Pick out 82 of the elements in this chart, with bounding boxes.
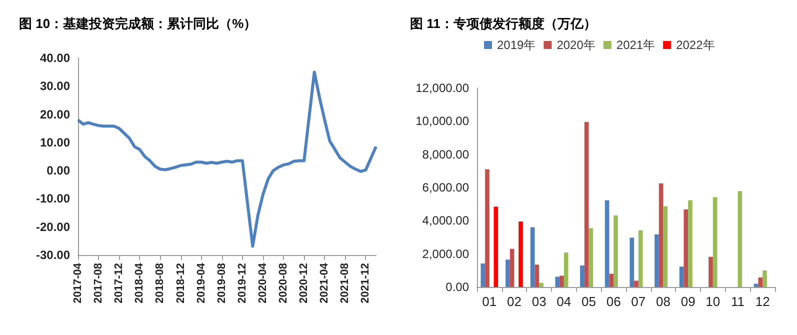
bar (762, 270, 767, 287)
bar (638, 230, 643, 287)
x-tick-label: 12 (755, 294, 770, 309)
bar (658, 183, 664, 287)
y-tick-label: 30.00 (40, 79, 70, 94)
y-tick-label: -20.00 (36, 220, 70, 234)
bar (534, 264, 540, 287)
x-tick-label: 2019-12 (236, 263, 248, 304)
x-tick-label: 2020-04 (256, 262, 269, 304)
bar (555, 276, 560, 287)
bar (560, 276, 564, 287)
bar (663, 206, 668, 287)
x-tick-label: 11 (731, 294, 744, 309)
bar (510, 248, 514, 287)
x-tick-label: 02 (507, 294, 522, 309)
x-tick-label: 2017-08 (92, 263, 105, 304)
x-tick-label: 04 (556, 294, 572, 309)
bar (738, 191, 742, 287)
bar (684, 209, 688, 287)
bar (506, 260, 510, 287)
y-tick-label: 2,000.00 (422, 246, 470, 261)
x-tick-label: 2017-12 (113, 263, 126, 304)
x-tick-label: 08 (656, 294, 670, 309)
y-tick-label: 40.00 (40, 51, 70, 65)
bar (630, 238, 634, 287)
legend-label: 2021年 (616, 38, 656, 52)
x-tick-label: 2021-08 (339, 263, 352, 304)
y-tick-label: 10.00 (40, 135, 70, 150)
y-tick-label: 6,000.00 (422, 180, 470, 194)
y-tick-label: 12,000.00 (416, 81, 470, 95)
x-tick-label: 06 (606, 294, 621, 309)
x-tick-label: 2017-04 (72, 262, 84, 304)
y-tick-label: 10,000.00 (416, 114, 470, 128)
y-tick-label: 4,000.00 (422, 214, 470, 228)
x-tick-label: 2018-08 (154, 263, 166, 304)
bar (588, 228, 594, 287)
bar (708, 256, 713, 287)
x-tick-label: 05 (582, 294, 596, 309)
y-tick-label: 0.00 (46, 164, 70, 178)
bar (494, 206, 498, 287)
x-tick-label: 07 (631, 294, 646, 309)
bar (584, 122, 589, 287)
x-tick-label: 03 (532, 294, 546, 309)
x-tick-label: 09 (680, 294, 696, 309)
x-tick-label: 2020-12 (298, 263, 310, 304)
x-tick-label: 2019-08 (216, 263, 228, 304)
bar (485, 169, 490, 287)
y-tick-label: -30.00 (36, 248, 70, 262)
x-tick-label: 2018-04 (134, 262, 146, 304)
bar (480, 263, 486, 287)
bar (688, 200, 692, 287)
bar (604, 200, 610, 287)
x-tick-label: 2021-12 (360, 263, 372, 304)
bar (614, 215, 618, 287)
y-tick-label: -10.00 (36, 192, 70, 206)
bar (539, 282, 544, 287)
bar (754, 284, 758, 287)
legend-label: 2020年 (556, 38, 596, 52)
bar (679, 266, 684, 287)
y-tick-label: 8,000.00 (422, 147, 470, 162)
bar (654, 234, 659, 287)
legend-label: 2022年 (676, 38, 715, 52)
y-tick-label: 0.00 (446, 280, 470, 294)
x-tick-label: 2020-08 (278, 263, 290, 304)
bar (530, 227, 535, 287)
bar (580, 265, 584, 287)
bar (518, 221, 523, 287)
bar (609, 274, 614, 287)
chart-title: 图 10：基建投资完成额：累计同比（%） (19, 16, 257, 31)
bar (758, 277, 763, 287)
bar (712, 197, 718, 287)
x-tick-label: 2019-04 (195, 262, 208, 304)
y-tick-label: 20.00 (40, 107, 70, 122)
bar (634, 280, 638, 287)
line-series (76, 70, 378, 248)
x-tick-label: 10 (706, 294, 720, 309)
x-tick-label: 01 (482, 294, 497, 309)
bar (564, 252, 568, 287)
legend-label: 2019年 (497, 38, 536, 52)
chart-title: 图 11：专项债发行额度（万亿） (410, 16, 596, 31)
x-tick-label: 2021-04 (318, 262, 331, 304)
x-tick-label: 2018-12 (174, 263, 187, 304)
